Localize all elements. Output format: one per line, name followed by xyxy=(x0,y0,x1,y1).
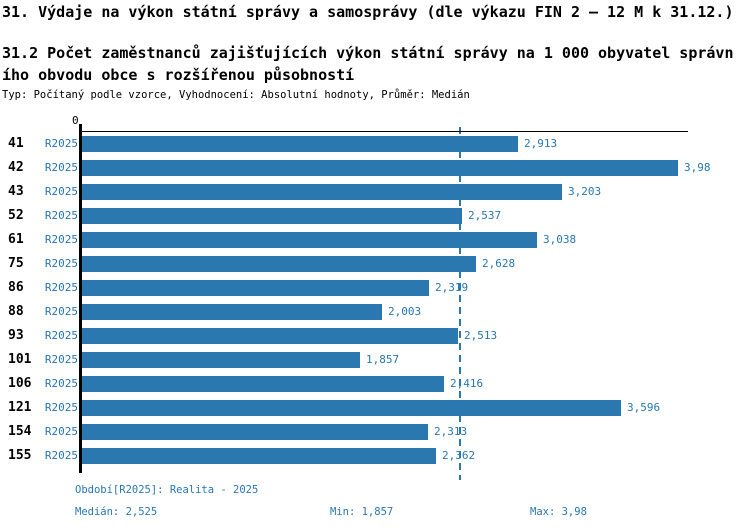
bar-value-label: 2,319 xyxy=(435,281,469,294)
row-series-label: R2025 xyxy=(44,137,78,150)
row-series-label: R2025 xyxy=(44,305,78,318)
row-series-label: R2025 xyxy=(44,257,78,270)
row-series-label: R2025 xyxy=(44,425,78,438)
bar xyxy=(82,184,562,200)
bar xyxy=(82,136,518,152)
row-category-label: 121 xyxy=(8,400,32,415)
bar-value-label: 2,537 xyxy=(468,209,502,222)
chart-meta-info: Typ: Počítaný podle vzorce, Vyhodnocení:… xyxy=(2,89,470,101)
row-category-label: 88 xyxy=(8,304,24,319)
chart-subtitle-line1: 31.2 Počet zaměstnanců zajišťujících výk… xyxy=(2,44,734,62)
x-axis-zero-tick: 0 xyxy=(72,114,79,127)
bar xyxy=(82,448,436,464)
bar-value-label: 3,038 xyxy=(543,233,577,246)
row-series-label: R2025 xyxy=(44,281,78,294)
chart-row: 93 R2025 2,513 xyxy=(0,324,750,348)
row-series-label: R2025 xyxy=(44,209,78,222)
row-category-label: 154 xyxy=(8,424,32,439)
row-category-label: 93 xyxy=(8,328,24,343)
bar xyxy=(82,256,476,272)
chart-row: 121 R2025 3,596 xyxy=(0,396,750,420)
bar xyxy=(82,160,678,176)
chart-subtitle-line2: ího obvodu obce s rozšířenou působností xyxy=(2,66,355,84)
chart-row: 43 R2025 3,203 xyxy=(0,180,750,204)
bar xyxy=(82,376,444,392)
row-category-label: 43 xyxy=(8,184,24,199)
chart-row: 88 R2025 2,003 xyxy=(0,300,750,324)
y-axis-line xyxy=(79,124,82,473)
row-category-label: 155 xyxy=(8,448,32,463)
chart-row: 75 R2025 2,628 xyxy=(0,252,750,276)
row-category-label: 101 xyxy=(8,352,32,367)
row-category-label: 42 xyxy=(8,160,24,175)
legend-stats: Medián: 2,525 Min: 1,857 Max: 3,98 xyxy=(0,506,750,520)
chart-row: 86 R2025 2,319 xyxy=(0,276,750,300)
row-category-label: 106 xyxy=(8,376,32,391)
x-axis-top-line xyxy=(79,131,688,132)
bar-value-label: 2,513 xyxy=(464,329,498,342)
bar-value-label: 2,628 xyxy=(482,257,516,270)
bar-value-label: 3,596 xyxy=(627,401,661,414)
row-series-label: R2025 xyxy=(44,401,78,414)
bar-value-label: 1,857 xyxy=(366,353,400,366)
row-series-label: R2025 xyxy=(44,353,78,366)
row-series-label: R2025 xyxy=(44,449,78,462)
bar xyxy=(82,208,462,224)
bar xyxy=(82,328,458,344)
chart-row: 101 R2025 1,857 xyxy=(0,348,750,372)
chart-row: 42 R2025 3,98 xyxy=(0,156,750,180)
chart-row: 154 R2025 2,313 xyxy=(0,420,750,444)
chart-row: 41 R2025 2,913 xyxy=(0,132,750,156)
row-category-label: 86 xyxy=(8,280,24,295)
bar-value-label: 2,416 xyxy=(450,377,484,390)
bar-value-label: 2,313 xyxy=(434,425,468,438)
chart-row: 106 R2025 2,416 xyxy=(0,372,750,396)
bar-value-label: 3,203 xyxy=(568,185,602,198)
stat-max: Max: 3,98 xyxy=(530,506,587,518)
bar-value-label: 2,913 xyxy=(524,137,558,150)
chart-rows: 41 R2025 2,913 42 R2025 3,98 43 R2025 3,203 52 R20… xyxy=(0,132,750,468)
bar xyxy=(82,424,428,440)
bar-value-label: 2,003 xyxy=(388,305,422,318)
bar xyxy=(82,280,429,296)
row-series-label: R2025 xyxy=(44,377,78,390)
row-category-label: 61 xyxy=(8,232,24,247)
row-category-label: 41 xyxy=(8,136,24,151)
bar-value-label: 2,362 xyxy=(442,449,476,462)
chart-row: 155 R2025 2,362 xyxy=(0,444,750,468)
bar-value-label: 3,98 xyxy=(684,161,711,174)
bar xyxy=(82,400,621,416)
median-reference-line xyxy=(459,127,461,480)
stat-median: Medián: 2,525 xyxy=(75,506,158,518)
chart-row: 61 R2025 3,038 xyxy=(0,228,750,252)
stat-min: Min: 1,857 xyxy=(330,506,394,518)
bar xyxy=(82,352,360,368)
chart-subtitle: 31.2 Počet zaměstnanců zajišťujících výk… xyxy=(2,42,750,86)
row-series-label: R2025 xyxy=(44,161,78,174)
row-series-label: R2025 xyxy=(44,233,78,246)
bar xyxy=(82,232,537,248)
row-category-label: 52 xyxy=(8,208,24,223)
row-series-label: R2025 xyxy=(44,185,78,198)
page-title: 31. Výdaje na výkon státní správy a samo… xyxy=(2,3,734,21)
row-category-label: 75 xyxy=(8,256,24,271)
legend-period: Období[R2025]: Realita - 2025 xyxy=(75,484,259,496)
bar-chart: 0 41 R2025 2,913 42 R2025 3,98 43 R2025 3,203 52 R… xyxy=(0,112,750,484)
chart-row: 52 R2025 2,537 xyxy=(0,204,750,228)
row-series-label: R2025 xyxy=(44,329,78,342)
bar xyxy=(82,304,382,320)
